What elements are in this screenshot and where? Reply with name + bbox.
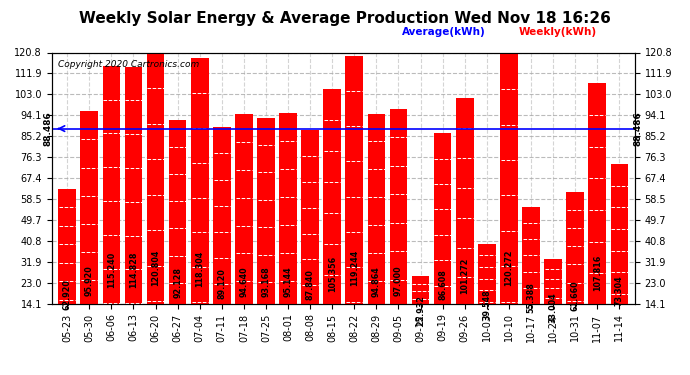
Bar — [390, 108, 407, 337]
Text: 95.144: 95.144 — [284, 266, 293, 297]
Text: 97.000: 97.000 — [394, 265, 403, 296]
Text: 87.840: 87.840 — [306, 269, 315, 300]
Text: 86.608: 86.608 — [438, 269, 447, 300]
Bar — [191, 58, 208, 337]
Bar — [544, 259, 562, 337]
Text: 62.920: 62.920 — [63, 279, 72, 310]
Bar — [611, 164, 628, 337]
Bar — [169, 120, 186, 337]
Text: 115.240: 115.240 — [107, 252, 116, 288]
Text: 25.932: 25.932 — [416, 295, 425, 326]
Bar — [279, 113, 297, 337]
Text: 119.244: 119.244 — [350, 250, 359, 286]
Bar — [213, 127, 230, 337]
Bar — [324, 89, 341, 337]
Text: Weekly Solar Energy & Average Production Wed Nov 18 16:26: Weekly Solar Energy & Average Production… — [79, 11, 611, 26]
Text: 89.120: 89.120 — [217, 268, 226, 299]
Text: 88.486: 88.486 — [44, 111, 53, 146]
Text: 61.660: 61.660 — [571, 280, 580, 311]
Bar — [566, 192, 584, 337]
Bar — [235, 114, 253, 337]
Bar — [103, 66, 120, 337]
Bar — [478, 244, 495, 337]
Bar — [368, 114, 385, 337]
Bar — [589, 83, 606, 337]
Text: 107.816: 107.816 — [593, 255, 602, 291]
Text: Copyright 2020 Cartronics.com: Copyright 2020 Cartronics.com — [57, 60, 199, 69]
Bar — [302, 130, 319, 337]
Bar — [125, 66, 142, 337]
Bar — [412, 276, 429, 337]
Text: 118.304: 118.304 — [195, 251, 204, 287]
Text: 101.272: 101.272 — [460, 258, 469, 294]
Text: 114.828: 114.828 — [129, 252, 138, 288]
Text: 94.864: 94.864 — [372, 266, 381, 297]
Bar — [147, 53, 164, 337]
Text: Weekly(kWh): Weekly(kWh) — [518, 27, 596, 38]
Text: 94.640: 94.640 — [239, 266, 248, 297]
Text: 95.920: 95.920 — [85, 266, 94, 296]
Text: 55.388: 55.388 — [526, 283, 535, 314]
Text: 39.548: 39.548 — [482, 290, 491, 320]
Text: 120.272: 120.272 — [504, 249, 513, 286]
Text: 105.356: 105.356 — [328, 256, 337, 292]
Text: 92.128: 92.128 — [173, 267, 182, 298]
Text: 88.486: 88.486 — [633, 111, 642, 146]
Text: Average(kWh): Average(kWh) — [402, 27, 485, 38]
Bar — [59, 189, 76, 337]
Text: 120.804: 120.804 — [151, 249, 160, 286]
Bar — [522, 207, 540, 337]
Bar — [500, 54, 518, 337]
Text: 33.004: 33.004 — [549, 292, 558, 323]
Bar — [346, 56, 363, 337]
Bar — [434, 133, 451, 337]
Bar — [257, 118, 275, 337]
Bar — [81, 111, 98, 337]
Text: 73.304: 73.304 — [615, 275, 624, 306]
Bar — [456, 99, 473, 337]
Text: 93.168: 93.168 — [262, 267, 270, 297]
